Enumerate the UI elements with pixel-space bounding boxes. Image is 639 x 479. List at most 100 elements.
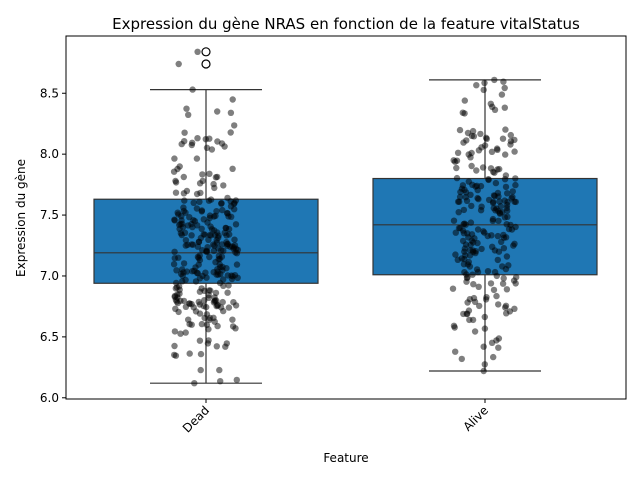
data-point <box>220 282 227 289</box>
data-point <box>182 237 190 244</box>
data-point <box>173 267 180 274</box>
data-point <box>452 348 459 355</box>
data-point <box>196 288 204 295</box>
data-point <box>222 224 229 232</box>
data-point <box>229 96 236 103</box>
data-point <box>179 278 186 285</box>
data-point <box>490 353 497 361</box>
data-point <box>453 164 460 172</box>
data-point <box>465 258 472 266</box>
data-point <box>460 206 468 214</box>
data-point <box>470 281 477 288</box>
x-tick-label-dead: Dead <box>180 403 212 435</box>
data-point <box>206 170 213 177</box>
data-point <box>193 269 201 277</box>
data-point <box>229 323 237 330</box>
data-point <box>473 182 481 189</box>
data-point <box>501 104 508 111</box>
axes-frame <box>65 35 627 400</box>
x-axis-label: Feature <box>323 451 368 465</box>
data-point <box>481 313 488 321</box>
data-point <box>222 343 229 350</box>
data-point <box>491 76 498 84</box>
data-point <box>181 197 188 204</box>
data-point <box>485 176 492 183</box>
data-point <box>223 265 230 272</box>
data-point <box>458 355 465 363</box>
data-point <box>183 105 190 112</box>
data-point <box>481 142 489 149</box>
data-point <box>207 232 215 239</box>
data-point <box>487 280 495 287</box>
data-point <box>203 303 210 311</box>
data-point <box>511 136 518 144</box>
data-point <box>459 109 466 116</box>
strip-points-alive <box>449 76 520 375</box>
data-point <box>481 325 489 332</box>
data-point <box>214 138 221 145</box>
y-tick-label: 6.0 <box>40 391 59 405</box>
data-point <box>171 328 179 335</box>
x-tick-label-alive: Alive <box>460 403 491 434</box>
data-point <box>488 148 496 155</box>
data-point <box>191 218 199 225</box>
data-point <box>205 287 213 294</box>
data-point <box>201 297 208 304</box>
data-point <box>172 352 180 359</box>
data-point <box>225 282 232 289</box>
data-point <box>477 130 484 138</box>
data-point <box>183 187 191 195</box>
data-point <box>182 303 190 310</box>
plot-area <box>93 47 598 387</box>
data-point <box>489 215 497 223</box>
data-point <box>214 173 221 181</box>
data-point <box>208 146 216 153</box>
data-point <box>502 151 509 158</box>
data-point <box>184 222 192 229</box>
data-point <box>188 241 195 248</box>
data-point <box>208 226 216 233</box>
data-point <box>176 221 183 229</box>
data-point <box>461 186 468 193</box>
data-point <box>195 298 202 306</box>
data-point <box>189 139 196 146</box>
data-point <box>200 216 207 223</box>
data-point <box>172 305 179 312</box>
data-point <box>454 256 461 263</box>
y-axis-label: Expression du gène <box>14 159 28 277</box>
data-point <box>212 289 220 297</box>
data-point <box>180 260 188 267</box>
data-point <box>501 84 508 92</box>
data-point <box>510 242 517 249</box>
data-point <box>211 184 218 192</box>
data-point <box>180 204 187 211</box>
data-point <box>473 266 481 273</box>
data-point <box>452 251 459 258</box>
data-point <box>481 79 488 87</box>
data-point <box>455 209 462 216</box>
data-point <box>504 213 511 220</box>
data-point <box>494 256 501 264</box>
data-point <box>454 149 462 156</box>
data-point <box>227 198 234 205</box>
data-point <box>224 210 231 217</box>
data-point <box>469 316 477 324</box>
data-point <box>217 304 225 311</box>
data-point <box>465 307 473 314</box>
data-point <box>211 297 219 304</box>
data-point <box>496 165 503 173</box>
data-point <box>231 122 238 129</box>
data-point <box>473 82 480 89</box>
data-point <box>197 366 204 374</box>
data-point <box>186 350 193 357</box>
data-point <box>509 188 516 195</box>
data-point <box>204 340 212 347</box>
data-point <box>506 308 514 315</box>
data-point <box>502 183 510 191</box>
data-point <box>494 146 501 153</box>
data-point <box>495 217 502 224</box>
data-point <box>173 298 180 305</box>
data-point <box>198 320 206 328</box>
data-point <box>464 230 471 237</box>
